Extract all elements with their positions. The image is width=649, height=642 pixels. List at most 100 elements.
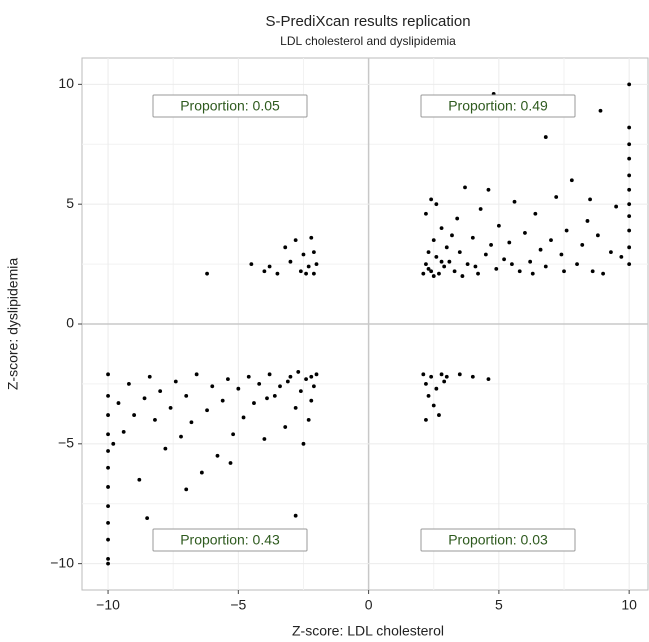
annotation-box: [152, 94, 308, 118]
point: [137, 477, 142, 482]
point: [455, 216, 460, 221]
point: [457, 250, 462, 255]
point: [265, 396, 269, 401]
point: [168, 405, 173, 410]
point: [121, 429, 126, 434]
point: [309, 374, 314, 379]
point: [580, 243, 585, 247]
point: [106, 372, 110, 377]
point: [434, 255, 439, 259]
point: [283, 245, 288, 250]
point: [564, 228, 569, 233]
point: [275, 271, 280, 276]
point: [228, 461, 233, 465]
point: [158, 389, 163, 393]
point: [627, 125, 632, 130]
point: [215, 453, 220, 458]
point: [285, 379, 290, 384]
point: [205, 271, 209, 276]
point: [627, 187, 632, 192]
point: [429, 374, 434, 379]
point: [627, 262, 632, 266]
point: [470, 235, 475, 240]
point: [473, 264, 478, 269]
chart-subtitle: LDL cholesterol and dyslipidemia: [280, 34, 456, 48]
point: [486, 187, 491, 192]
point: [132, 413, 137, 417]
point: [288, 259, 293, 264]
point: [262, 269, 267, 274]
point: [106, 465, 110, 470]
point: [293, 405, 298, 410]
point: [309, 235, 314, 240]
point: [236, 386, 241, 391]
point: [517, 269, 522, 274]
point: [595, 233, 600, 238]
point: [311, 271, 316, 276]
point: [627, 245, 632, 250]
point: [627, 173, 632, 178]
y-axis-label: Z-score: dyslipidemia: [5, 258, 21, 390]
point: [106, 556, 110, 561]
point: [210, 384, 215, 389]
point: [442, 379, 447, 384]
x-tick-label: −5: [230, 597, 246, 613]
point: [220, 398, 225, 403]
point: [257, 382, 262, 386]
point: [598, 108, 603, 113]
annotation-box: [152, 528, 308, 552]
point: [512, 199, 517, 204]
point: [444, 245, 449, 250]
point: [306, 264, 311, 269]
point: [426, 250, 431, 255]
x-tick-label: 10: [621, 597, 637, 613]
point: [252, 401, 256, 405]
point: [494, 266, 499, 271]
y-tick-label: 10: [58, 75, 74, 91]
y-tick-label: −5: [58, 435, 74, 451]
point: [184, 487, 189, 492]
point: [194, 372, 199, 377]
x-tick-label: 5: [495, 597, 503, 613]
point: [147, 374, 152, 379]
point: [627, 82, 632, 87]
point: [153, 417, 157, 422]
point: [627, 214, 632, 219]
point: [199, 470, 204, 475]
point: [189, 420, 194, 425]
point: [314, 262, 319, 266]
point: [476, 271, 480, 276]
point: [437, 271, 441, 276]
point: [205, 408, 209, 413]
point: [163, 446, 168, 451]
point: [106, 537, 110, 542]
point: [293, 238, 298, 243]
point: [306, 417, 311, 422]
point: [569, 178, 574, 183]
chart-title: S-PrediXcan results replication: [265, 13, 470, 30]
point: [296, 370, 301, 374]
point: [116, 401, 121, 405]
point: [429, 197, 434, 202]
point: [627, 228, 632, 233]
point: [267, 372, 272, 377]
point: [309, 398, 314, 403]
point: [106, 449, 110, 453]
point: [627, 142, 632, 147]
point: [184, 393, 189, 398]
point: [533, 211, 538, 216]
point: [559, 252, 564, 257]
point: [173, 379, 178, 384]
point: [298, 389, 303, 393]
point: [272, 393, 277, 398]
point: [111, 441, 116, 446]
point: [619, 255, 624, 259]
point: [424, 417, 428, 422]
annotation: Proportion: 0.43: [180, 532, 280, 548]
point: [106, 485, 110, 489]
point: [262, 437, 267, 441]
point: [470, 374, 475, 379]
point: [142, 396, 147, 401]
point: [424, 262, 428, 266]
point: [421, 372, 426, 377]
